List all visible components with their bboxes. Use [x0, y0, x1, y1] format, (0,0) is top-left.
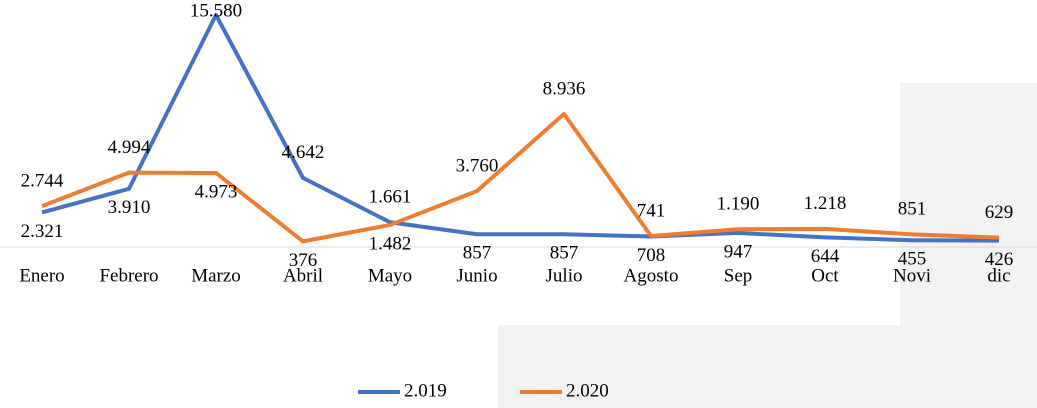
data-label: 2.744 — [21, 170, 64, 191]
data-label: 857 — [463, 243, 492, 264]
data-label: 4.994 — [108, 137, 151, 158]
data-label: 4.642 — [282, 142, 325, 163]
data-label: 15.580 — [190, 0, 242, 21]
data-label: 376 — [289, 250, 318, 271]
x-tick-label: Novi — [893, 265, 931, 286]
data-label: 1.482 — [369, 233, 412, 254]
data-label: 1.218 — [804, 193, 847, 214]
data-label: 947 — [724, 241, 753, 262]
data-label: 3.760 — [456, 155, 499, 176]
x-tick-label: Febrero — [99, 265, 158, 286]
x-tick-label: Enero — [19, 265, 64, 286]
data-label: 4.973 — [195, 181, 238, 202]
x-tick-label: Oct — [811, 265, 839, 286]
legend-label: 2.019 — [404, 380, 447, 401]
legend-label: 2.020 — [566, 380, 609, 401]
data-label: 426 — [985, 249, 1014, 270]
data-label: 3.910 — [108, 197, 151, 218]
x-tick-label: Agosto — [624, 265, 679, 286]
data-label: 708 — [637, 245, 666, 266]
data-label: 8.936 — [543, 78, 586, 99]
data-label: 857 — [550, 243, 579, 264]
line-series — [41, 13, 1000, 243]
data-label: 629 — [985, 202, 1014, 223]
data-label: 644 — [811, 246, 840, 267]
x-tick-label: Julio — [546, 265, 583, 286]
data-label: 1.190 — [717, 194, 760, 215]
x-tick-label: dic — [987, 265, 1010, 286]
background-panel — [900, 83, 1037, 325]
background-panel — [498, 325, 1037, 408]
data-label: 851 — [898, 199, 927, 220]
data-label: 455 — [898, 249, 927, 270]
x-tick-label: Sep — [724, 265, 753, 286]
data-label: 2.321 — [21, 221, 64, 242]
line-series — [41, 111, 1000, 244]
data-label: 1.661 — [369, 187, 412, 208]
data-label: 741 — [637, 200, 666, 221]
x-tick-label: Marzo — [191, 265, 241, 286]
x-tick-label: Abril — [283, 265, 323, 286]
x-tick-label: Junio — [456, 265, 497, 286]
x-tick-label: Mayo — [368, 265, 412, 286]
